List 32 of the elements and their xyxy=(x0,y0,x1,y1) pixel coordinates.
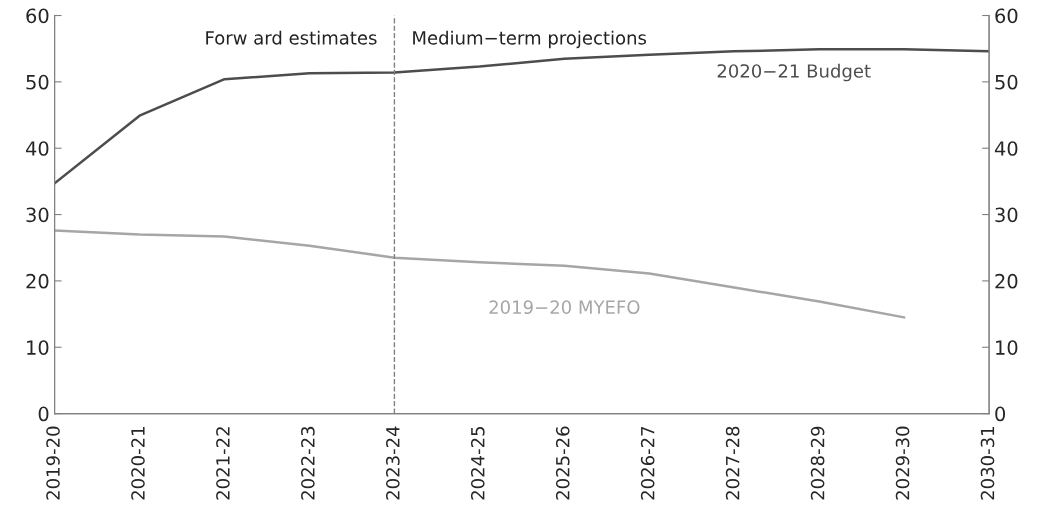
x-tick-label: 2023-24 xyxy=(386,426,400,500)
line-series xyxy=(54,229,906,319)
y-tick-label: 30 xyxy=(26,207,49,223)
x-tick-label: 2019-20 xyxy=(46,426,60,500)
y-tick-label: 0 xyxy=(38,406,49,422)
y2-tick-label: 30 xyxy=(995,207,1018,223)
series-label: 2019−20 MYEFO xyxy=(489,300,640,315)
y2-tick-label: 40 xyxy=(994,141,1018,156)
y-tick-label: 50 xyxy=(26,74,49,90)
y2-tick-label: 60 xyxy=(995,8,1018,24)
y-tick-label: 60 xyxy=(26,8,49,24)
series-label: 2020−21 Budget xyxy=(717,63,871,82)
x-tick-label: 2029-30 xyxy=(895,426,910,500)
x-tick-label: 2025-26 xyxy=(555,426,570,500)
y-tick-label: 20 xyxy=(26,273,49,289)
x-tick-label: 2026-27 xyxy=(640,426,655,500)
x-tick-label: 2020-21 xyxy=(131,427,145,500)
y2-tick-label: 10 xyxy=(996,340,1018,355)
x-tick-label: 2027-28 xyxy=(725,426,740,500)
x-tick-label: 2021-22 xyxy=(216,427,230,500)
x-tick-label: 2030-31 xyxy=(980,427,995,500)
y2-tick-label: 0 xyxy=(995,406,1006,422)
annotation: Forw ard estimates xyxy=(206,30,377,45)
annotation: Medium−term projections xyxy=(413,30,647,49)
y2-tick-label: 20 xyxy=(995,273,1018,289)
y2-tick-label: 50 xyxy=(995,74,1018,90)
y-tick-label: 10 xyxy=(27,340,49,355)
x-tick-label: 2028-29 xyxy=(810,426,825,500)
y-tick-label: 40 xyxy=(25,141,49,156)
x-tick-label: 2024-25 xyxy=(470,426,485,500)
x-tick-label: 2022-23 xyxy=(301,426,315,500)
line-series xyxy=(54,48,990,185)
